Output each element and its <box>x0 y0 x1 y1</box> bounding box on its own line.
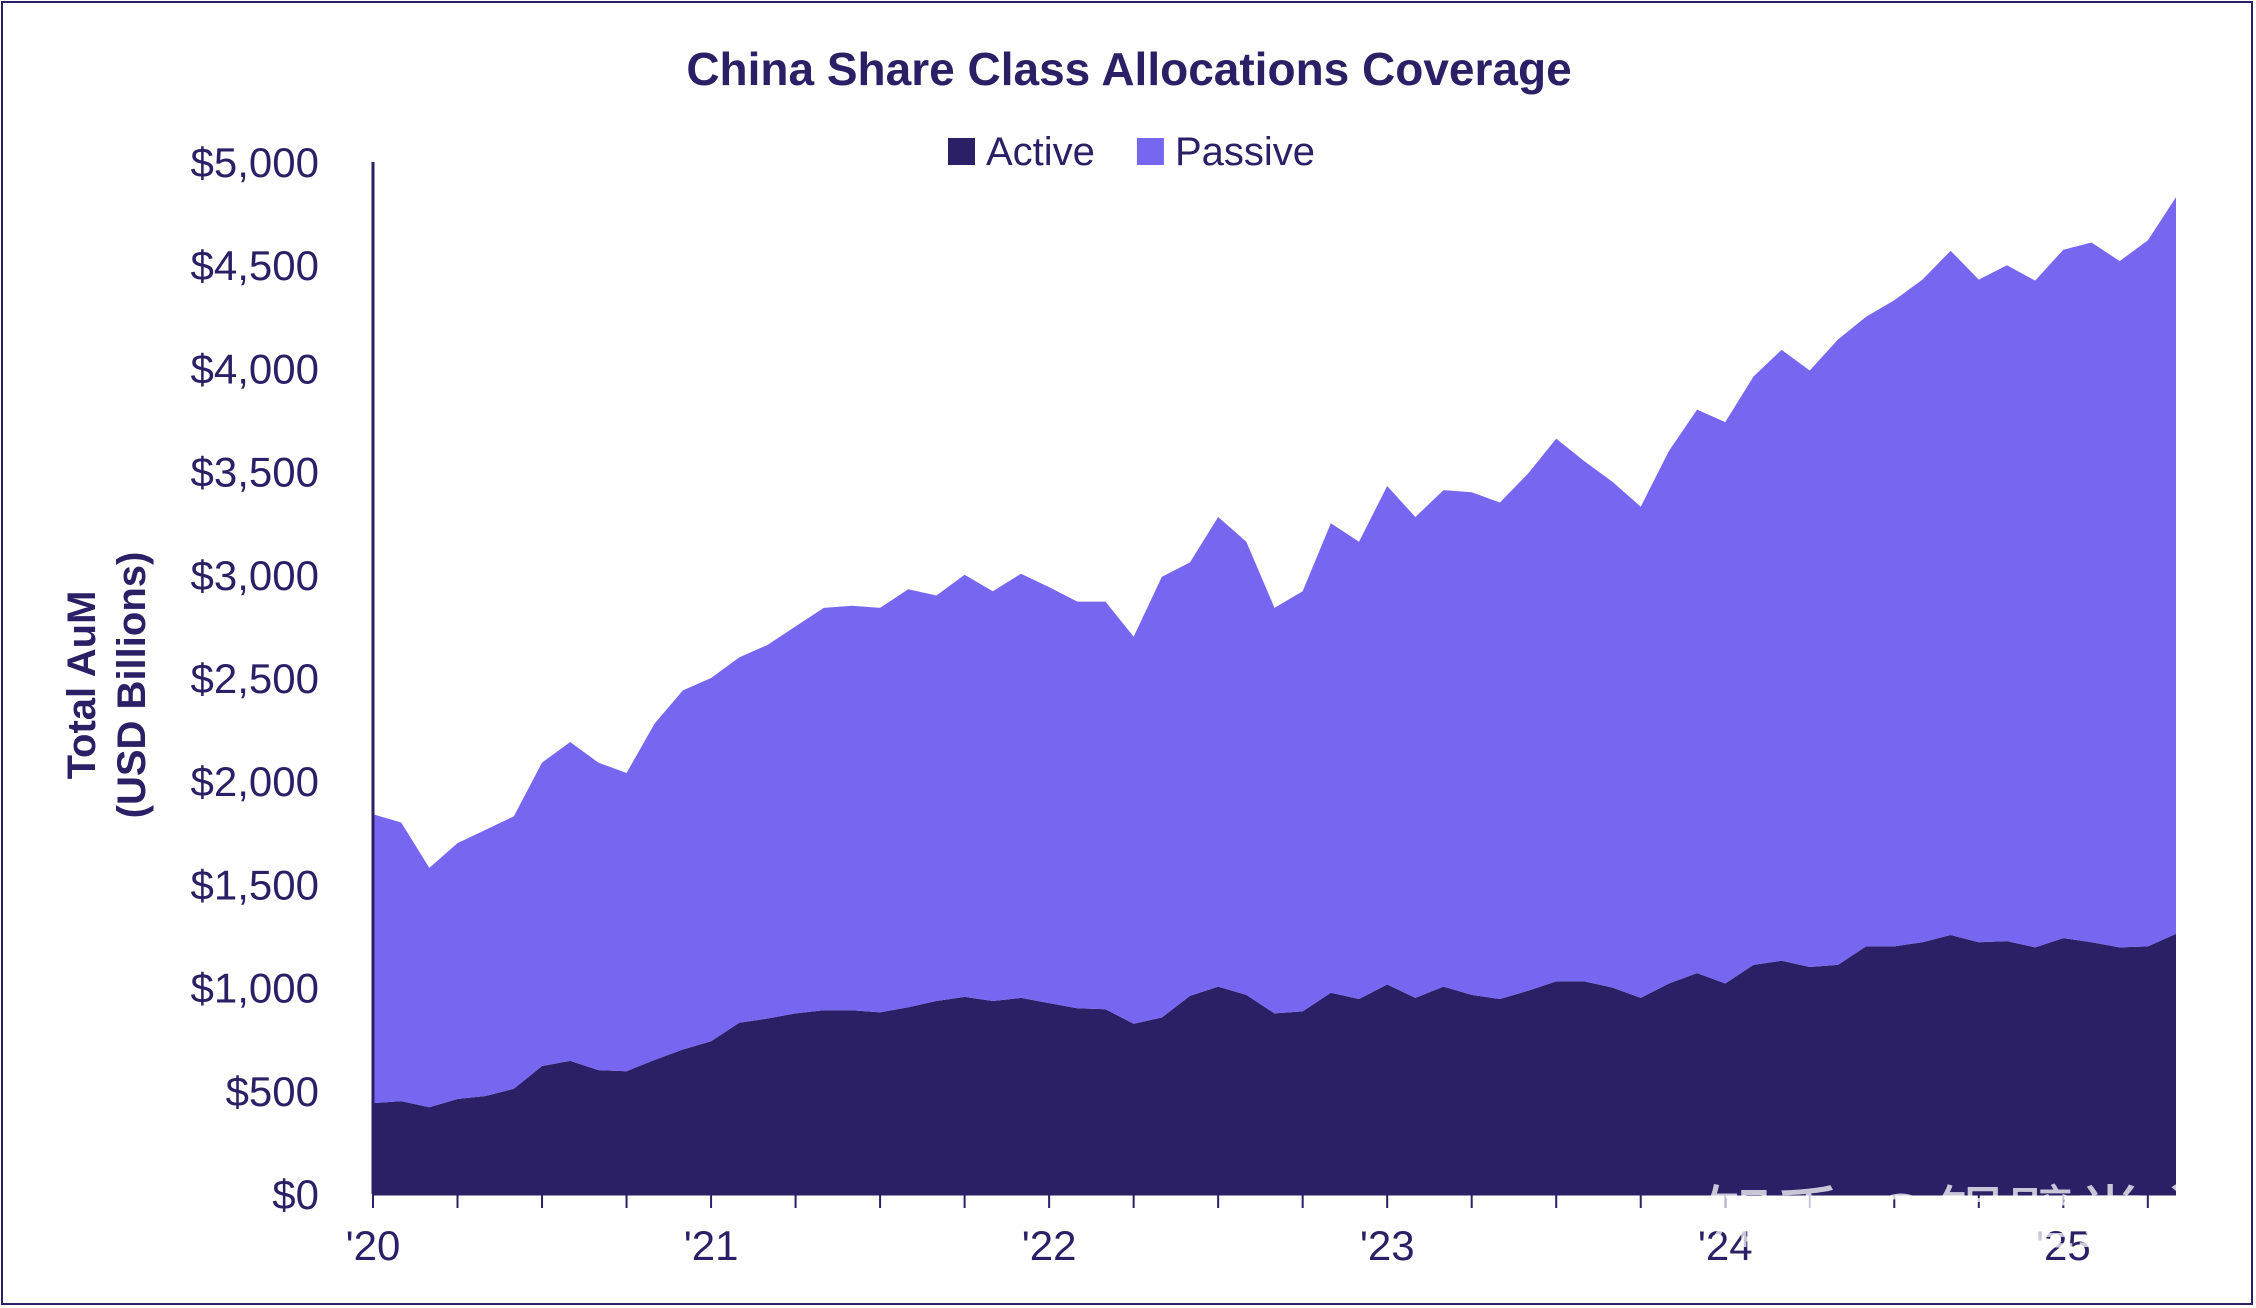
area-chart: China Share Class Allocations Coverage $… <box>60 43 2215 1269</box>
legend-swatch-active <box>948 138 975 165</box>
legend: Active Passive <box>948 130 1315 174</box>
x-tick-label: '21 <box>684 1222 739 1269</box>
x-tick-labels: '20 '21 '22 '23 '24 '25 <box>346 1222 2091 1269</box>
x-tick-label: '25 <box>2036 1222 2091 1269</box>
y-tick-label: $1,500 <box>191 861 319 908</box>
legend-swatch-passive <box>1136 138 1164 165</box>
y-tick-label: $5,000 <box>191 139 319 186</box>
area-passive <box>373 197 2176 1108</box>
y-tick-label: $4,500 <box>191 242 319 289</box>
y-tick-label: $3,500 <box>191 449 319 496</box>
legend-label-passive: Passive <box>1175 130 1315 174</box>
y-tick-label: $2,500 <box>191 655 319 702</box>
x-tick-label: '24 <box>1698 1222 1753 1269</box>
axes-group <box>371 162 2176 1208</box>
y-tick-label: $3,000 <box>191 552 319 599</box>
chart-title: China Share Class Allocations Coverage <box>686 43 1571 95</box>
y-tick-labels: $0 $500 $1,000 $1,500 $2,000 $2,500 $3,000 $3,5… <box>191 139 319 1218</box>
y-tick-label: $1,000 <box>191 965 319 1012</box>
y-axis-label-line1: Total AuM <box>60 591 104 780</box>
area-series-group <box>373 197 2176 1194</box>
y-tick-label: $2,000 <box>191 758 319 805</box>
x-tick-label: '22 <box>1022 1222 1077 1269</box>
legend-label-active: Active <box>986 130 1095 174</box>
watermark-text: 知乎 @锡璧堂主 <box>1703 1178 2215 1260</box>
y-axis-label-line2: (USD Billions) <box>110 552 154 819</box>
x-tick-label: '23 <box>1360 1222 1415 1269</box>
y-tick-label: $500 <box>226 1068 319 1115</box>
x-tick-label: '20 <box>346 1222 401 1269</box>
y-tick-label: $4,000 <box>191 345 319 392</box>
area-active <box>373 933 2176 1194</box>
y-tick-label: $0 <box>272 1171 319 1218</box>
y-axis-title: Total AuM (USD Billions) <box>60 552 154 819</box>
